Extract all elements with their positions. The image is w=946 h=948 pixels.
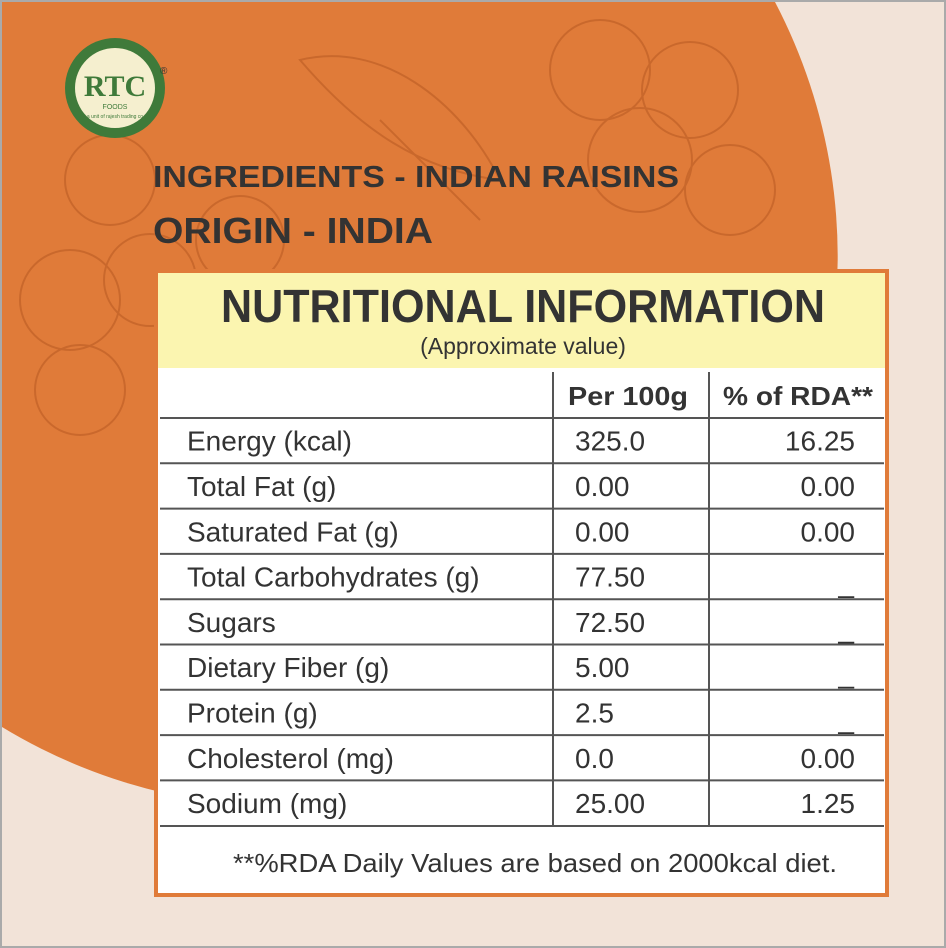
- nutrient-name: Dietary Fiber (g): [187, 652, 389, 683]
- rda-value: 16.25: [785, 426, 855, 457]
- logo: RTC FOODS a unit of rajesh trading co ®: [65, 38, 168, 138]
- logo-brand: RTC: [84, 70, 146, 103]
- col-header: % of RDA**: [723, 381, 874, 411]
- table-subtitle: (Approximate value): [420, 333, 626, 359]
- rda-value: _: [837, 658, 854, 689]
- rda-value: _: [837, 613, 854, 644]
- nutrient-name: Total Carbohydrates (g): [187, 562, 480, 593]
- rda-value: _: [837, 568, 854, 599]
- per-100g: 0.0: [575, 743, 614, 774]
- ingredients: INGREDIENTS - INDIAN RAISINS: [153, 159, 679, 194]
- nutrient-name: Cholesterol (mg): [187, 743, 394, 774]
- rda-value: 0.00: [801, 471, 856, 502]
- nutrient-name: Saturated Fat (g): [187, 516, 399, 547]
- logo-sub: FOODS: [103, 104, 128, 111]
- logo-center: [75, 48, 155, 128]
- rda-value: 1.25: [801, 788, 856, 819]
- table-grid: [160, 372, 884, 827]
- rda-value: 0.00: [801, 743, 856, 774]
- table-header-band: [158, 273, 885, 368]
- per-100g: 77.50: [575, 562, 645, 593]
- nutrient-name: Protein (g): [187, 697, 318, 728]
- per-100g: 0.00: [575, 471, 630, 502]
- rda-value: _: [837, 703, 854, 734]
- nutrient-name: Total Fat (g): [187, 471, 336, 502]
- rda-value: 0.00: [801, 516, 856, 547]
- nutrient-name: Sodium (mg): [187, 788, 347, 819]
- table-box: [154, 269, 889, 897]
- per-100g: 2.5: [575, 697, 614, 728]
- origin: ORIGIN - INDIA: [153, 210, 433, 251]
- grape-sketch: [19, 19, 776, 436]
- nutrient-name: Energy (kcal): [187, 426, 352, 457]
- logo-mark: ®: [160, 66, 168, 77]
- table-title: NUTRITIONAL INFORMATION: [221, 280, 825, 332]
- footnote: **%RDA Daily Values are based on 2000kca…: [233, 848, 837, 878]
- per-100g: 25.00: [575, 788, 645, 819]
- col-header: Per 100g: [568, 381, 688, 411]
- nutrient-name: Sugars: [187, 607, 276, 638]
- logo-tagline: a unit of rajesh trading co: [87, 114, 143, 120]
- per-100g: 72.50: [575, 607, 645, 638]
- per-100g: 5.00: [575, 652, 630, 683]
- per-100g: 0.00: [575, 516, 630, 547]
- per-100g: 325.0: [575, 426, 645, 457]
